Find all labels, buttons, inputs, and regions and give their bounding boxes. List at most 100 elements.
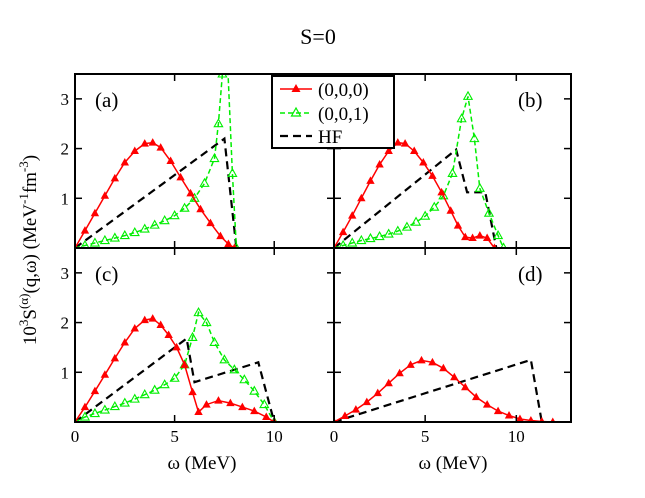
data-point-0-0-0-c-6 [130, 324, 139, 332]
data-point-0-0-1-a-7 [139, 223, 150, 233]
x-tick-label-d-5: 5 [421, 427, 430, 446]
data-point-0-0-1-a-15 [213, 118, 224, 128]
data-point-0-0-0-a-6 [130, 146, 139, 155]
x-tick-label-c-5: 5 [170, 427, 179, 446]
data-point-0-0-0-c-16 [214, 396, 223, 404]
data-point-0-0-1-b-4 [365, 232, 376, 243]
data-point-0-0-0-c-19 [250, 406, 259, 415]
data-point-0-0-0-b-8 [400, 139, 410, 147]
data-point-0-0-1-b-3 [356, 234, 367, 245]
data-point-0-0-0-c-4 [110, 353, 120, 362]
data-point-0-0-1-c-9 [159, 379, 170, 389]
data-point-0-0-0-b-5 [375, 159, 384, 168]
series-line-0-0-0-a [75, 141, 235, 248]
data-point-0-0-1-c-2 [89, 407, 101, 418]
data-point-0-0-0-c-14 [194, 407, 203, 416]
data-point-0-0-1-a-3 [99, 234, 111, 245]
x-tick-label-d-0: 0 [330, 427, 339, 446]
data-point-0-0-1-a-13 [199, 177, 210, 187]
data-point-0-0-1-a-1 [80, 239, 90, 248]
data-point-0-0-1-b-8 [401, 221, 413, 231]
data-point-0-0-1-c-18 [239, 374, 250, 384]
y-tick-label-c-2: 2 [61, 314, 70, 333]
data-point-0-0-1-a-18 [227, 167, 238, 177]
data-point-0-0-1-b-7 [392, 225, 403, 235]
data-point-0-0-1-c-4 [109, 400, 120, 411]
data-point-0-0-0-b-15 [461, 232, 470, 241]
data-point-0-0-1-b-19 [492, 229, 504, 240]
y-axis-label: 103S(α)(q,ω) (MeV-1fm-3) [16, 155, 41, 345]
legend-label-000: (0,0,0) [318, 80, 369, 101]
data-point-0-0-0-d-3 [362, 397, 372, 406]
data-point-0-0-1-a-11 [179, 202, 190, 212]
data-point-0-0-1-c-10 [169, 372, 180, 382]
data-point-0-0-1-a-5 [119, 229, 130, 240]
data-point-0-0-1-c-17 [229, 364, 240, 374]
y-tick-label-a-2: 2 [61, 140, 70, 159]
legend: (0,0,0) (0,0,1) HF [271, 75, 395, 149]
y-tick-label-a-1: 1 [61, 189, 70, 208]
data-point-0-0-0-b-11 [428, 171, 437, 179]
legend-label-hf: HF [318, 127, 342, 148]
data-point-0-0-0-c-11 [172, 342, 181, 351]
data-point-0-0-0-b-13 [446, 206, 455, 214]
data-point-0-0-0-a-9 [156, 143, 165, 151]
plot-area-c [75, 307, 278, 422]
data-point-0-0-0-b-12 [437, 187, 446, 196]
x-tick-label-d-10: 10 [508, 427, 525, 446]
data-point-0-0-0-a-4 [110, 173, 120, 182]
data-point-0-0-1-c-15 [209, 336, 220, 347]
data-point-0-0-1-a-2 [89, 237, 101, 247]
legend-label-001: (0,0,1) [318, 104, 369, 125]
data-point-0-0-0-b-9 [410, 146, 419, 155]
panel-c: 0 5 10 1 2 3 (c) [61, 247, 335, 446]
data-point-0-0-0-c-15 [202, 400, 211, 408]
data-point-0-0-0-b-6 [384, 146, 393, 155]
data-point-0-0-0-d-11 [450, 372, 459, 381]
panel-label-c: (c) [95, 262, 118, 286]
data-point-0-0-1-b-16 [469, 133, 480, 143]
data-point-0-0-0-a-5 [120, 157, 130, 166]
series-line-hf-d [334, 358, 543, 422]
x-axis-label-left: ω (MeV) [168, 453, 237, 474]
data-point-0-0-1-b-6 [383, 228, 394, 238]
data-point-0-0-0-b-10 [419, 157, 428, 166]
data-point-0-0-1-a-9 [159, 215, 170, 225]
data-point-0-0-0-b-19 [491, 243, 497, 248]
data-point-0-0-0-d-1 [340, 411, 350, 420]
data-point-0-0-1-b-1 [338, 239, 348, 248]
data-point-0-0-0-c-12 [180, 360, 189, 368]
panel-label-b: (b) [518, 88, 543, 112]
data-point-0-0-0-b-3 [357, 193, 366, 202]
y-tick-label-c-1: 1 [61, 363, 70, 382]
data-point-0-0-0-d-7 [406, 360, 415, 368]
x-tick-label-c-10: 10 [266, 427, 283, 446]
plot-area-b [334, 90, 507, 248]
data-point-0-0-0-a-3 [100, 191, 110, 199]
data-point-0-0-1-a-14 [209, 152, 220, 163]
series-line-0-0-1-b [334, 96, 505, 248]
data-point-0-0-1-b-9 [410, 216, 422, 226]
plot-area-d [334, 355, 556, 422]
data-point-0-0-0-d-17 [515, 414, 525, 422]
data-point-0-0-0-a-16 [224, 239, 233, 248]
data-point-0-0-0-d-13 [472, 392, 481, 401]
data-point-0-0-0-c-20 [262, 412, 271, 421]
series-line-hf-c [75, 336, 276, 422]
data-point-0-0-1-c-20 [259, 398, 270, 409]
data-point-0-0-1-c-13 [193, 307, 204, 317]
series-line-0-0-0-b [334, 141, 496, 248]
data-point-0-0-0-a-8 [148, 138, 157, 146]
data-point-0-0-0-d-14 [482, 400, 492, 408]
data-point-0-0-0-c-10 [164, 330, 173, 338]
data-point-0-0-1-a-10 [169, 210, 180, 220]
data-point-0-0-0-a-11 [176, 172, 185, 181]
panel-frame-d [333, 247, 572, 423]
data-point-0-0-1-c-6 [129, 393, 140, 403]
data-point-0-0-0-d-16 [504, 411, 514, 419]
data-point-0-0-0-c-9 [156, 320, 165, 329]
data-point-0-0-0-a-17 [231, 243, 237, 248]
data-point-0-0-0-c-5 [120, 337, 130, 346]
data-point-0-0-0-b-18 [482, 233, 492, 242]
